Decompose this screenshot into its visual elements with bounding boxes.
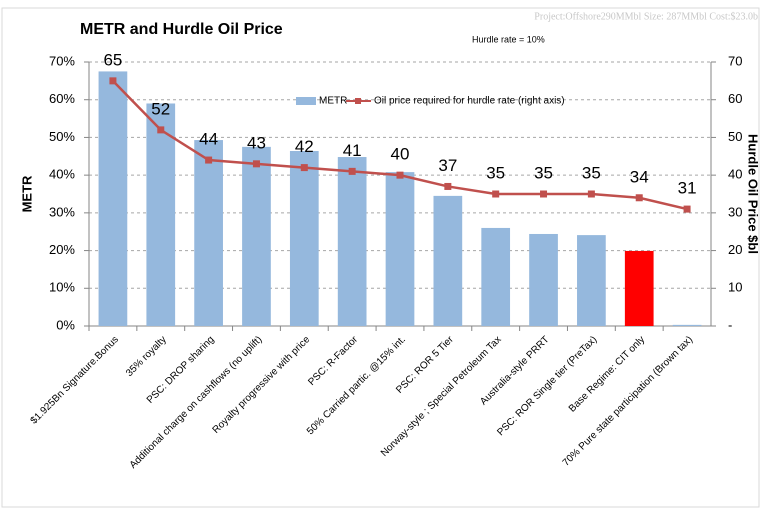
y2-axis-label: Hurdle Oil Price $bl — [746, 134, 760, 254]
data-label: 31 — [678, 179, 697, 198]
data-label: 35 — [486, 163, 505, 182]
bar — [577, 235, 606, 326]
line-marker — [683, 205, 691, 213]
bar — [385, 172, 415, 326]
x-tick-label: 50% Carried partic. @15% int. — [305, 334, 408, 437]
line-marker — [444, 182, 452, 190]
y-tick-label: 10% — [49, 280, 75, 295]
bar — [242, 146, 271, 326]
line-marker — [396, 171, 404, 179]
y-tick-label: 30% — [49, 204, 75, 219]
data-label: 34 — [630, 167, 649, 186]
data-label: 35 — [534, 163, 553, 182]
x-tick-label: PSC: R-Factor — [306, 334, 360, 388]
y-axis-label: METR — [19, 175, 34, 212]
x-tick-label: PSC: ROR Single tier (PreTax) — [495, 334, 599, 438]
line-marker — [492, 190, 500, 198]
data-label: 40 — [391, 145, 410, 164]
x-tick-label: Royalty progressive with price — [211, 334, 313, 436]
y-tick-label: 40% — [49, 167, 75, 182]
data-label: 52 — [151, 99, 170, 118]
chart-frame — [1, 7, 760, 508]
project-note: Project:Offshore290MMbl Size: 287MMbl Co… — [534, 11, 758, 22]
legend-swatch — [355, 98, 361, 104]
legend-swatch — [296, 97, 316, 105]
line-marker — [300, 164, 308, 172]
data-label: 65 — [103, 50, 122, 69]
data-label: 43 — [247, 133, 266, 152]
line-marker — [540, 190, 548, 198]
y-tick-label: 20% — [49, 242, 75, 257]
chart-title: METR and Hurdle Oil Price — [80, 21, 283, 38]
data-label: 42 — [295, 137, 314, 156]
line-marker — [109, 77, 117, 85]
y2-tick-label: 30 — [728, 204, 742, 219]
data-label: 44 — [199, 130, 218, 149]
bar — [481, 227, 511, 326]
bar — [194, 140, 223, 326]
y2-tick-label: 50 — [728, 129, 742, 144]
line-marker — [587, 190, 595, 198]
data-label: 41 — [343, 141, 362, 160]
y-tick-label: 50% — [49, 129, 75, 144]
hurdle-note: Hurdle rate = 10% — [472, 34, 545, 44]
y2-tick-label: - — [728, 317, 732, 332]
bar — [289, 151, 319, 326]
y-tick-label: 60% — [49, 91, 75, 106]
line-marker — [252, 160, 260, 168]
bar — [98, 71, 128, 326]
line-marker — [157, 126, 165, 134]
y2-tick-label: 60 — [728, 91, 742, 106]
bar — [337, 157, 367, 326]
bar — [672, 324, 702, 326]
line-marker — [635, 194, 643, 202]
line-marker — [205, 156, 213, 164]
y2-tick-label: 70 — [728, 53, 742, 68]
y-tick-label: 0% — [56, 317, 75, 332]
data-label: 37 — [438, 156, 457, 175]
bar — [624, 250, 654, 326]
y2-tick-label: 20 — [728, 242, 742, 257]
y-tick-label: 70% — [49, 53, 75, 68]
bar — [146, 103, 176, 326]
x-tick-label: 35% royalty — [124, 334, 169, 379]
y2-tick-label: 10 — [728, 280, 742, 295]
x-tick-label: $1.925Bn Signature.Bonus — [29, 334, 121, 426]
legend-label: Oil price required for hurdle rate (righ… — [374, 96, 565, 107]
line-marker — [348, 167, 356, 175]
y2-tick-label: 40 — [728, 167, 742, 182]
bar — [529, 233, 558, 326]
data-label: 35 — [582, 163, 601, 182]
legend-label: METR — [319, 96, 347, 107]
bar — [433, 195, 463, 326]
